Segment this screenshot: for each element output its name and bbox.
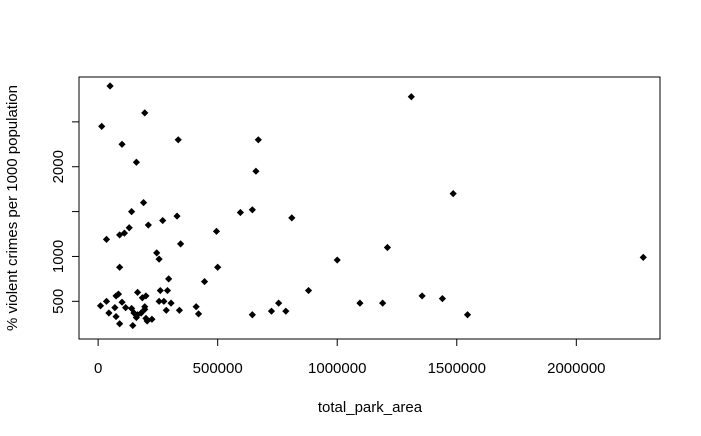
data-point: [122, 303, 130, 312]
x-tick-label: 1500000: [428, 360, 486, 377]
data-point: [132, 158, 140, 166]
data-point: [383, 243, 392, 252]
data-point: [125, 224, 133, 232]
data-point: [159, 216, 167, 225]
data-point: [160, 297, 168, 305]
data-point: [141, 305, 149, 313]
data-point: [139, 199, 148, 207]
x-tick-label: 2000000: [547, 360, 605, 377]
data-point: [214, 263, 222, 271]
data-point: [156, 286, 164, 295]
data-point: [333, 256, 341, 264]
data-point: [153, 249, 161, 257]
data-point: [449, 190, 457, 198]
data-point: [155, 255, 163, 263]
data-point: [141, 109, 149, 117]
data-point: [192, 303, 200, 311]
data-point: [142, 314, 150, 322]
data-point: [167, 299, 175, 307]
data-point: [114, 290, 123, 298]
x-tick-label: 1000000: [308, 360, 366, 377]
data-point: [177, 240, 185, 248]
data-point: [138, 294, 146, 302]
data-point: [356, 299, 364, 307]
data-point: [155, 297, 163, 305]
data-point: [112, 292, 120, 300]
y-tick-label: 2000: [50, 150, 67, 183]
y-axis-title: % violent crimes per 1000 population: [4, 85, 21, 331]
data-point: [105, 309, 113, 317]
data-point: [194, 310, 203, 318]
data-point: [252, 167, 260, 175]
y-axis: 500 1000 2000: [50, 121, 80, 314]
data-point: [174, 136, 182, 144]
y-tick-label: 1000: [50, 240, 67, 273]
data-point: [128, 207, 136, 216]
data-point: [143, 317, 151, 325]
data-point: [112, 312, 120, 321]
data-point: [304, 286, 313, 295]
data-point: [98, 122, 106, 130]
data-point: [129, 321, 137, 330]
data-point: [379, 299, 387, 307]
data-point: [102, 297, 111, 305]
data-point: [96, 302, 105, 310]
data-point: [106, 82, 114, 90]
x-tick-label: 0: [94, 360, 102, 377]
data-point: [639, 253, 647, 261]
data-point: [116, 231, 124, 239]
data-point: [137, 309, 145, 317]
data-point: [407, 93, 415, 101]
data-points: [96, 82, 647, 330]
data-point: [438, 295, 447, 303]
data-point: [118, 140, 126, 148]
y-tick-label: 500: [50, 289, 67, 314]
data-point: [163, 286, 172, 295]
data-point: [254, 136, 262, 144]
data-point: [248, 311, 256, 319]
data-point: [116, 320, 124, 328]
data-point: [102, 235, 111, 244]
data-point: [212, 227, 221, 235]
data-point: [267, 307, 276, 315]
data-point: [175, 306, 184, 314]
data-point: [162, 306, 170, 314]
data-point: [144, 221, 152, 229]
data-point: [132, 313, 140, 322]
data-point: [463, 311, 472, 319]
data-point: [275, 299, 283, 307]
data-point: [165, 275, 173, 283]
data-point: [418, 292, 426, 300]
data-point: [288, 214, 296, 222]
x-axis: 0 500000 1000000 1500000 2000000: [94, 338, 606, 377]
data-point: [248, 206, 256, 214]
x-tick-label: 500000: [193, 360, 243, 377]
data-point: [173, 212, 181, 220]
data-point: [133, 288, 142, 296]
x-axis-title: total_park_area: [318, 399, 423, 416]
data-point: [111, 303, 119, 312]
plot-frame: [78, 76, 661, 340]
data-point: [200, 277, 209, 286]
data-point: [236, 208, 244, 217]
data-point: [282, 307, 290, 315]
data-point: [116, 263, 124, 271]
data-point: [118, 298, 126, 306]
